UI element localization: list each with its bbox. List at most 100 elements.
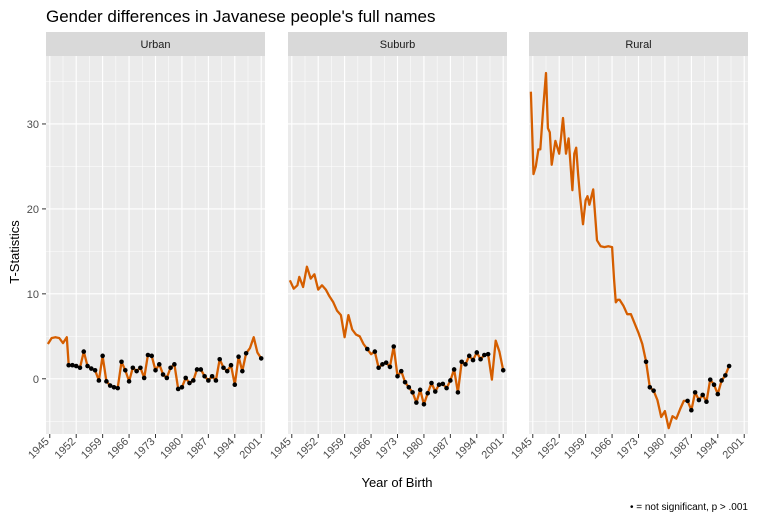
not-significant-point [232,382,238,388]
x-tick-label: 1966 [105,436,131,462]
not-significant-point [130,365,136,371]
y-axis-label: T-Statistics [7,220,22,284]
not-significant-point [240,368,245,374]
y-tick-label: 10 [27,289,39,301]
not-significant-point [202,373,207,379]
not-significant-point [470,357,476,363]
not-significant-point [395,373,400,379]
x-tick-label: 1980 [158,436,184,462]
x-tick-label: 1945 [509,436,535,462]
not-significant-point [474,350,480,355]
not-significant-point [707,377,713,382]
x-tick-label: 1987 [185,436,211,462]
not-significant-point [387,364,393,370]
not-significant-point [77,365,83,371]
not-significant-point [466,353,472,359]
not-significant-point [217,356,222,362]
not-significant-point [122,367,128,373]
not-significant-point [228,362,234,368]
x-tick-label: 1959 [321,436,347,462]
not-significant-point [258,356,264,361]
not-significant-point [104,379,109,384]
not-significant-point [500,367,506,373]
x-tick-label: 1980 [641,436,667,462]
x-tick-label: 1987 [427,436,453,462]
chart-title: Gender differences in Javanese people's … [46,7,435,26]
not-significant-point [111,384,117,390]
x-tick-label: 2001 [721,436,747,462]
not-significant-point [643,359,649,365]
not-significant-point [100,353,105,359]
not-significant-point [704,399,709,405]
x-tick-label: 1959 [79,436,105,462]
not-significant-point [414,400,419,405]
not-significant-point [172,362,177,367]
facet-rural: Rural 1945 1952 1959 1966 1973 1980 1987 1994 200… [509,32,748,461]
not-significant-point [73,363,79,369]
not-significant-point [209,373,215,379]
facet-strip-label: Suburb [380,39,415,51]
y-tick-label: 20 [27,204,39,216]
x-tick-label: 1994 [453,436,479,462]
not-significant-point [376,365,381,371]
not-significant-point [160,372,166,377]
not-significant-point [179,384,185,390]
x-tick-label: 1945 [26,436,52,462]
not-significant-point [198,367,204,372]
not-significant-point [463,362,468,367]
not-significant-point [194,367,200,372]
not-significant-point [482,352,487,358]
x-tick-label: 1973 [132,436,158,462]
significance-caption: • = not significant, p > .001 [630,502,748,513]
not-significant-point [432,389,438,394]
not-significant-point [651,388,656,393]
not-significant-point [190,378,196,383]
not-significant-point [421,401,427,407]
not-significant-point [455,390,461,395]
not-significant-point [81,349,87,354]
not-significant-point [164,375,170,381]
x-tick-label: 1945 [268,436,294,462]
not-significant-point [364,346,370,352]
x-axis-label: Year of Birth [361,475,432,490]
x-tick-label: 1980 [400,436,426,462]
not-significant-point [696,397,702,403]
not-significant-point [70,362,75,368]
not-significant-point [96,378,102,383]
x-tick-label: 2001 [238,436,264,462]
not-significant-point [451,367,457,372]
not-significant-point [213,378,219,383]
x-tick-label: 1973 [374,436,400,462]
not-significant-point [692,390,698,395]
not-significant-point [85,363,90,369]
not-significant-point [485,351,491,357]
not-significant-point [726,363,732,369]
x-tick-label: 1959 [562,436,588,462]
not-significant-point [107,383,113,388]
not-significant-point [145,352,151,358]
not-significant-point [448,378,453,383]
not-significant-point [175,386,181,392]
series-line [46,336,263,391]
not-significant-point [459,359,464,365]
not-significant-point [700,392,705,398]
not-significant-point [383,360,389,365]
not-significant-point [183,375,189,381]
not-significant-point [224,368,230,374]
not-significant-point [187,380,192,386]
not-significant-point [436,382,442,388]
x-tick-label: 1994 [694,436,720,462]
not-significant-point [719,378,724,383]
series-line [529,71,731,430]
not-significant-point [440,381,446,387]
not-significant-point [221,365,226,371]
not-significant-point [391,344,397,349]
not-significant-point [478,356,483,362]
not-significant-point [715,391,721,397]
not-significant-point [380,362,385,367]
x-tick-label: 1966 [588,436,614,462]
x-tick-label: 2001 [480,436,506,462]
not-significant-point [119,359,124,365]
